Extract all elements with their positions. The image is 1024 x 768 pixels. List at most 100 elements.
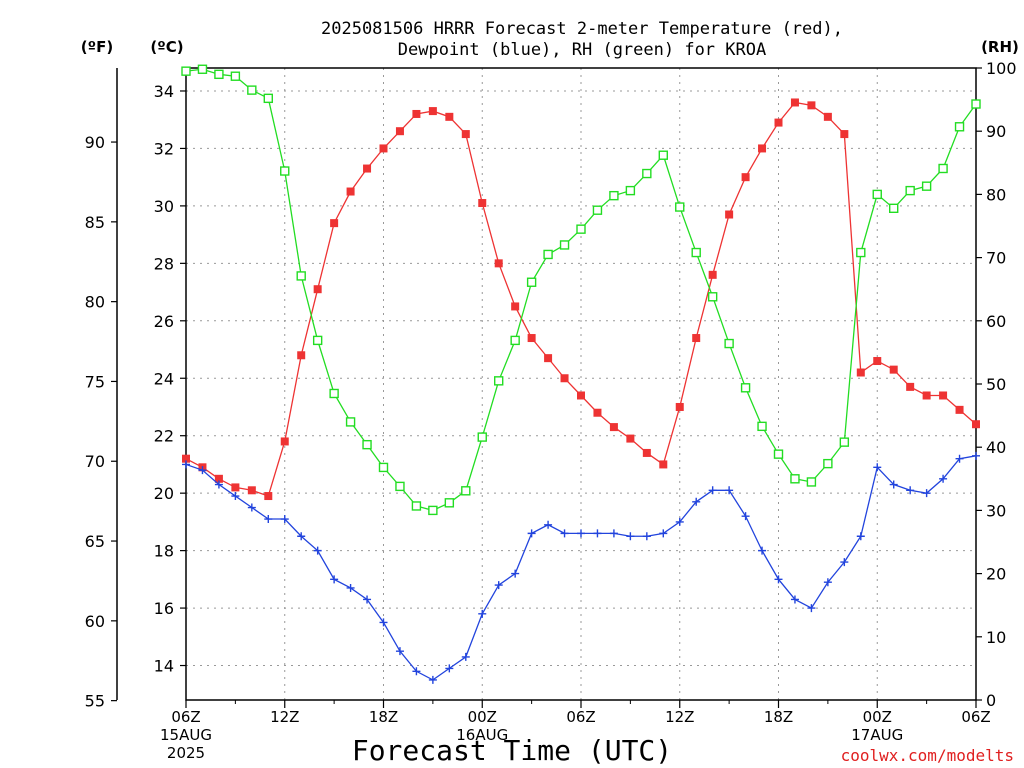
temperature-point	[922, 391, 931, 400]
rh-tick-label: 80	[986, 185, 1006, 204]
temperature-point	[412, 109, 421, 118]
celsius-tick-label: 22	[154, 427, 174, 446]
dewpoint-point	[659, 529, 668, 538]
celsius-tick-label: 26	[154, 312, 174, 331]
rh-tick-label: 90	[986, 122, 1006, 141]
temperature-point	[856, 368, 865, 377]
temperature-point	[346, 187, 355, 196]
dewpoint-point	[922, 489, 931, 498]
rh-tick-label: 70	[986, 249, 1006, 268]
rh-point	[691, 247, 701, 258]
dewpoint-point	[395, 647, 404, 656]
temperature-point	[247, 486, 256, 495]
dewpoint-point	[297, 532, 306, 541]
dewpoint-point	[790, 595, 799, 604]
rh-point	[510, 335, 520, 346]
dewpoint-point	[330, 575, 339, 584]
rh-tick-label: 60	[986, 312, 1006, 331]
rh-point	[247, 85, 257, 95]
rh-tick-label: 10	[986, 628, 1006, 647]
rh-point	[757, 421, 767, 432]
fahrenheit-tick-label: 85	[85, 213, 105, 232]
dewpoint-point	[231, 492, 240, 501]
dewpoint-point	[774, 575, 783, 584]
dewpoint-point	[478, 609, 487, 618]
dewpoint-point	[379, 618, 388, 627]
rh-point	[839, 437, 850, 447]
celsius-tick-label: 34	[154, 82, 174, 101]
dewpoint-point	[461, 652, 470, 661]
x-tick-label: 12Z	[665, 708, 694, 726]
temperature-point	[807, 101, 816, 110]
x-tick-label: 00Z	[468, 708, 497, 726]
dewpoint-point	[214, 480, 223, 489]
x-axis-title: Forecast Time (UTC)	[352, 734, 672, 767]
temperature-point	[955, 405, 964, 414]
x-date-label: 15AUG	[160, 726, 212, 744]
rh-point	[872, 189, 882, 200]
dewpoint-point	[939, 474, 948, 483]
temperature-point	[626, 434, 635, 443]
rh-point	[856, 247, 866, 258]
x-tick-label: 06Z	[566, 708, 595, 726]
rh-point	[609, 190, 619, 201]
rh-point	[526, 277, 537, 287]
fahrenheit-tick-label: 55	[85, 692, 105, 711]
x-tick-label: 12Z	[270, 708, 299, 726]
rh-point	[345, 417, 356, 427]
dewpoint-point	[412, 667, 421, 676]
temperature-point	[379, 144, 388, 153]
rh-point	[954, 122, 965, 132]
x-tick-label: 00Z	[863, 708, 892, 726]
rh-point	[214, 69, 224, 80]
rh-point	[312, 335, 323, 346]
celsius-tick-label: 14	[154, 657, 174, 676]
fahrenheit-tick-label: 75	[85, 372, 105, 391]
celsius-unit-label: (ºC)	[150, 38, 183, 56]
celsius-tick-label: 16	[154, 599, 174, 618]
temperature-point	[527, 334, 536, 343]
temperature-point	[889, 365, 898, 374]
rh-point	[428, 505, 438, 516]
rh-tick-label: 50	[986, 375, 1006, 394]
celsius-tick-label: 20	[154, 484, 174, 503]
data-series	[181, 64, 981, 684]
grid-lines	[186, 68, 976, 700]
temperature-point	[560, 374, 569, 383]
x-date-label: 2025	[167, 744, 205, 762]
temperature-point	[461, 130, 470, 139]
rh-point	[971, 99, 981, 109]
dewpoint-point	[807, 604, 816, 613]
rh-point	[592, 205, 603, 215]
rh-point	[411, 501, 422, 511]
temperature-point	[725, 210, 734, 219]
dewpoint-point	[577, 529, 585, 538]
temperature-point	[297, 351, 306, 360]
rh-point	[378, 462, 389, 473]
rh-point	[263, 93, 273, 104]
dewpoint-point	[363, 595, 372, 604]
rh-point	[889, 203, 899, 214]
x-tick-label: 06Z	[171, 708, 200, 726]
rh-point	[675, 202, 685, 212]
temperature-point	[906, 382, 915, 391]
dewpoint-point	[511, 569, 520, 578]
temperature-point	[330, 219, 339, 228]
rh-point	[642, 168, 652, 179]
temperature-point	[478, 199, 487, 208]
fahrenheit-tick-label: 70	[85, 452, 105, 471]
rh-point	[790, 474, 800, 484]
fahrenheit-unit-label: (ºF)	[81, 38, 113, 56]
dewpoint-point	[856, 532, 865, 541]
temperature-point	[873, 357, 882, 366]
temperature-point	[214, 474, 223, 483]
x-date-label: 17AUG	[851, 726, 903, 744]
temperature-point	[692, 334, 701, 343]
rh-point	[230, 71, 241, 81]
celsius-tick-label: 30	[154, 197, 174, 216]
rh-point	[494, 376, 504, 386]
temperature-point	[544, 354, 553, 363]
rh-point	[740, 383, 751, 393]
rh-point	[625, 185, 636, 196]
temperature-point	[675, 402, 684, 411]
